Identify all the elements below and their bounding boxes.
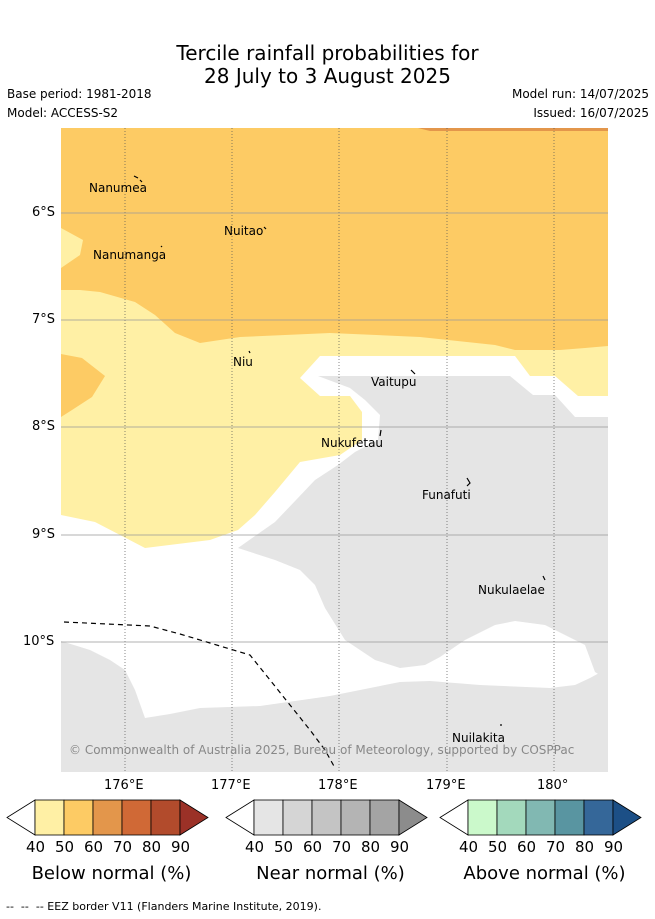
- copyright-notice: © Commonwealth of Australia 2025, Bureau…: [69, 743, 575, 757]
- lon-label-180: 180°: [537, 778, 569, 793]
- lat-label-9s: 9°S: [32, 527, 56, 542]
- below-normal-60-strip: [418, 128, 608, 131]
- colorbars: [6, 799, 642, 836]
- base-period: Base period: 1981-2018: [7, 87, 152, 101]
- near-normal-segment-60: [311, 799, 342, 836]
- near-normal-segment-50: [282, 799, 313, 836]
- island-funafuti: [466, 477, 471, 487]
- below-normal-tick-60: 60: [84, 838, 104, 856]
- near-normal-over-triangle: [398, 799, 428, 836]
- map-area: [61, 128, 608, 772]
- lat-label-8s: 8°S: [32, 419, 56, 434]
- near-normal-colorbar-title: Near normal (%): [256, 863, 405, 884]
- near-normal-40-region-east: [238, 376, 608, 680]
- island-nuitao: [263, 226, 267, 230]
- title-line-2: 28 July to 3 August 2025: [204, 64, 451, 88]
- below-normal-under-triangle: [6, 799, 36, 836]
- place-label-nukulaelae: Nukulaelae: [478, 583, 545, 597]
- above-normal-tick-90: 90: [604, 838, 624, 856]
- island-nukufetau: [379, 429, 382, 437]
- above-normal-segment-60: [525, 799, 556, 836]
- eez-legend: -- -- -- EEZ border V11 (Flanders Marine…: [6, 900, 322, 913]
- below-normal-segment-50: [63, 799, 94, 836]
- below-normal-segment-60: [92, 799, 123, 836]
- near-normal-under-triangle: [225, 799, 255, 836]
- place-label-nanumanga: Nanumanga: [93, 248, 167, 262]
- lon-label-177e: 177°E: [211, 778, 251, 793]
- below-normal-50-patch: [61, 354, 105, 417]
- near-normal-tick-40: 40: [245, 838, 265, 856]
- near-normal-tick-60: 60: [303, 838, 323, 856]
- above-normal-segment-40: [467, 799, 498, 836]
- island-nanumanga: [160, 245, 163, 248]
- lon-label-179e: 179°E: [426, 778, 466, 793]
- lon-label-178e: 178°E: [318, 778, 358, 793]
- above-normal-over-triangle: [612, 799, 642, 836]
- below-normal-segment-40: [34, 799, 65, 836]
- above-normal-segment-70: [554, 799, 585, 836]
- place-label-vaitupu: Vaitupu: [371, 375, 417, 389]
- place-label-nuilakita: Nuilakita: [452, 731, 505, 745]
- below-normal-tick-70: 70: [113, 838, 133, 856]
- near-normal-tick-70: 70: [332, 838, 352, 856]
- island-nanumea: [133, 175, 143, 183]
- issued-date: Issued: 16/07/2025: [533, 106, 649, 120]
- above-normal-tick-40: 40: [459, 838, 479, 856]
- below-normal-tick-40: 40: [26, 838, 46, 856]
- near-normal-tick-80: 80: [361, 838, 381, 856]
- above-normal-tick-70: 70: [546, 838, 566, 856]
- below-normal-50-region: [61, 128, 608, 350]
- near-normal-tick-90: 90: [390, 838, 410, 856]
- above-normal-under-triangle: [439, 799, 469, 836]
- below-normal-segment-80: [150, 799, 181, 836]
- place-label-nukufetau: Nukufetau: [321, 436, 384, 450]
- lat-label-10s: 10°S: [23, 634, 55, 649]
- island-markers: [133, 175, 546, 726]
- place-label-nuitao: Nuitao: [224, 224, 264, 238]
- island-nukulaelae: [542, 575, 546, 581]
- below-normal-colorbar-title: Below normal (%): [31, 863, 192, 884]
- below-normal-tick-50: 50: [55, 838, 75, 856]
- near-normal-segment-70: [340, 799, 371, 836]
- above-normal-tick-50: 50: [488, 838, 508, 856]
- above-normal-colorbar-title: Above normal (%): [463, 863, 626, 884]
- lat-label-6s: 6°S: [32, 205, 56, 220]
- near-normal-segment-80: [369, 799, 400, 836]
- above-normal-segment-80: [583, 799, 614, 836]
- place-label-niu: Niu: [233, 355, 253, 369]
- model-run: Model run: 14/07/2025: [511, 87, 649, 101]
- place-label-funafuti: Funafuti: [422, 488, 471, 502]
- near-normal-tick-50: 50: [274, 838, 294, 856]
- island-niu: [248, 350, 251, 354]
- model-name: Model: ACCESS-S2: [7, 106, 119, 120]
- near-normal-40-region-south: [61, 641, 608, 772]
- above-normal-tick-60: 60: [517, 838, 537, 856]
- above-normal-tick-80: 80: [575, 838, 595, 856]
- eez-border: [63, 621, 336, 769]
- lon-label-176e: 176°E: [104, 778, 144, 793]
- lat-label-7s: 7°S: [32, 312, 56, 327]
- title-line-1: Tercile rainfall probabilities for: [176, 41, 479, 65]
- island-vaitupu: [410, 369, 416, 375]
- below-normal-tick-80: 80: [142, 838, 162, 856]
- grid-lines: [61, 128, 608, 772]
- below-normal-segment-70: [121, 799, 152, 836]
- below-normal-over-triangle: [179, 799, 209, 836]
- above-normal-segment-50: [496, 799, 527, 836]
- place-label-nanumea: Nanumea: [89, 181, 147, 195]
- below-normal-tick-90: 90: [171, 838, 191, 856]
- near-normal-segment-40: [253, 799, 284, 836]
